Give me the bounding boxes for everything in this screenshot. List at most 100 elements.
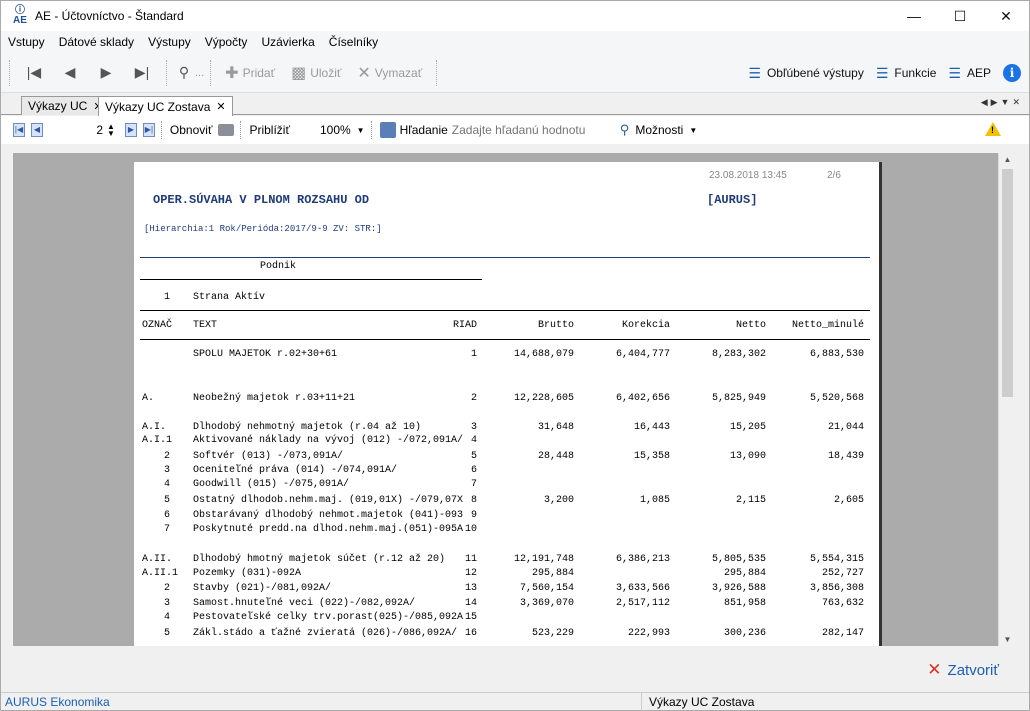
find-icon[interactable] [379,122,396,138]
cell-brutto: 7,560,154 [519,583,574,594]
cell-oznac: A.II.1 [142,568,179,579]
cell-riad: 10 [464,524,477,535]
printer-icon[interactable] [218,124,235,136]
previous-page-icon[interactable]: ◀ [31,123,43,137]
menu-bar: Vstupy Dátové sklady Výstupy Výpočty Uzá… [1,31,1029,53]
close-tab-icon[interactable]: ✕ [93,100,102,113]
tab-vykazy-uc[interactable]: Výkazy UC ✕ [21,96,110,115]
table-row: A.II. Dlhodobý hmotný majetok súčet (r.12… [134,554,882,567]
divider [140,279,482,280]
col-oznac: OZNAČ [142,320,173,331]
cell-brutto: 3,369,070 [519,598,574,609]
menu-vypocty[interactable]: Výpočty [204,35,248,49]
cell-text: Obstarávaný dlhodobý nehmot.majetok (041… [193,510,464,521]
vertical-scrollbar[interactable]: ▲ ▼ [998,153,1015,646]
aep-button[interactable]: ☰ AEP [948,65,991,82]
table-row: 3 Oceniteľné práva (014) -/074,091A/6 [134,465,882,478]
cell-oznac: A.I.1 [142,435,173,446]
previous-record-icon[interactable]: ◀ [64,64,76,80]
favorites-label: Obľúbené výstupy [766,66,864,80]
search-icon[interactable]: ⚲ [178,64,190,80]
refresh-button[interactable]: Obnoviť [169,123,213,137]
close-tab-icon[interactable]: ✕ [216,101,226,113]
menu-vstupy[interactable]: Vstupy [8,35,45,49]
cell-oznac: 2 [164,451,171,462]
favorites-button[interactable]: ☰ Obľúbené výstupy [748,65,863,82]
cell-oznac: 5 [164,628,171,639]
cell-oznac: 4 [164,479,171,490]
scroll-down-icon[interactable]: ▼ [1003,635,1012,644]
cell-netto: 295,884 [723,568,766,579]
search-input[interactable] [451,123,612,137]
report-viewer-toolbar: |◀ ◀ 2 ▲ ▼ ▶ ▶| Obnoviť Priblížiť 100% ▼ … [1,116,1029,144]
maximize-button[interactable]: ☐ [953,7,967,24]
table-row: SPOLU MAJETOK r.02+30+61 1 14,688,079 6,404… [134,349,882,362]
cell-riad: 3 [470,422,477,433]
window-title: AE - Účtovníctvo - Štandard [35,9,184,23]
add-button[interactable]: ✚ Pridať [217,58,283,88]
cell-riad: 1 [470,349,477,360]
list-icon: ☰ [748,64,761,81]
cell-korekcia: 6,402,656 [615,393,670,404]
search-more-button[interactable]: ... [195,66,205,79]
strana-label: Strana Aktív [193,292,266,303]
minimize-button[interactable]: — [907,8,921,24]
scroll-thumb[interactable] [1002,169,1013,397]
last-record-icon[interactable]: ▶| [134,64,150,80]
table-row: A. Neobežný majetok r.03+11+21 2 12,228,605… [134,393,882,406]
tab-scroll-arrows[interactable]: ◀▶▼✕ [980,97,1023,107]
last-page-icon[interactable]: ▶| [142,123,155,137]
cell-oznac: A.I. [142,422,167,433]
table-row: 5 Ostatný dlhodob.nehm.maj. (019,01X) -/0… [134,495,882,508]
table-row: 2 Stavby (021)-/081,092A/13 7,560,154 3,633… [134,583,882,596]
cell-text: Goodwill (015) -/075,091A/ [193,479,350,490]
page-spinner-icon[interactable]: ▲ ▼ [107,122,115,138]
first-record-icon[interactable]: |◀ [26,64,42,80]
chevron-down-icon[interactable]: ▼ [689,125,698,135]
delete-button[interactable]: ✕ Vymazať [349,58,430,88]
menu-datove-sklady[interactable]: Dátové sklady [58,35,135,49]
status-app-name: AURUS Ekonomika [5,695,110,709]
close-window-button[interactable]: ✕ [1000,7,1012,24]
chevron-down-icon[interactable]: ▼ [356,125,365,135]
report-preview-area: 23.08.2018 13:45 2/6 OPER.SÚVAHA V PLNOM… [13,153,998,646]
toolbar-separator [210,59,212,86]
cell-text: Samost.hnuteľné veci (022)-/082,092A/ [193,598,416,609]
info-icon[interactable]: i [1003,64,1021,82]
cell-riad: 9 [470,510,477,521]
zoom-select[interactable]: 100% [319,123,351,137]
floppy-icon: ▩ [291,64,307,82]
save-button[interactable]: ▩ Uložiť [283,58,349,88]
cell-netto-minule: 763,632 [821,598,864,609]
page-number-input[interactable]: 2 [96,123,103,137]
cell-text: Dlhodobý nehmotný majetok (r.04 až 10) [193,422,422,433]
close-report-button[interactable]: ✕ Zatvoriť [927,660,999,680]
table-row: A.I.1 Aktivované náklady na vývoj (012) -… [134,435,882,448]
tab-label: Výkazy UC [28,99,88,113]
options-button[interactable]: Možnosti [635,123,684,137]
cell-riad: 8 [470,495,477,506]
menu-vystupy[interactable]: Výstupy [148,35,191,49]
table-row: 2 Softvér (013) -/073,091A/5 28,448 15,358 1… [134,451,882,464]
cell-text: Pestovateľské celky trv.porast(025)-/085… [193,612,464,623]
menu-uzavierka[interactable]: Uzávierka [261,35,315,49]
cell-netto-minule: 282,147 [821,628,864,639]
functions-button[interactable]: ☰ Funkcie [876,65,937,82]
cell-text: Stavby (021)-/081,092A/ [193,583,332,594]
cell-text: Softvér (013) -/073,091A/ [193,451,344,462]
cell-riad: 5 [470,451,477,462]
tab-vykazy-uc-zostava[interactable]: Výkazy UC Zostava ✕ [98,96,233,116]
search-go-icon[interactable]: ⚲ [619,122,630,137]
scroll-up-icon[interactable]: ▲ [1003,155,1012,164]
zoom-button[interactable]: Priblížiť [249,123,290,137]
first-page-icon[interactable]: |◀ [13,123,25,137]
menu-ciselniky[interactable]: Číselníky [328,35,379,49]
next-page-icon[interactable]: ▶ [124,123,137,137]
warning-icon[interactable]: ! [985,122,1001,136]
cell-oznac: A. [142,393,155,404]
table-row: 4 Pestovateľské celky trv.porast(025)-/08… [134,612,882,625]
next-record-icon[interactable]: ▶ [100,64,112,80]
cell-riad: 15 [464,612,477,623]
plus-icon: ✚ [225,64,239,82]
cell-text: SPOLU MAJETOK r.02+30+61 [193,349,338,360]
